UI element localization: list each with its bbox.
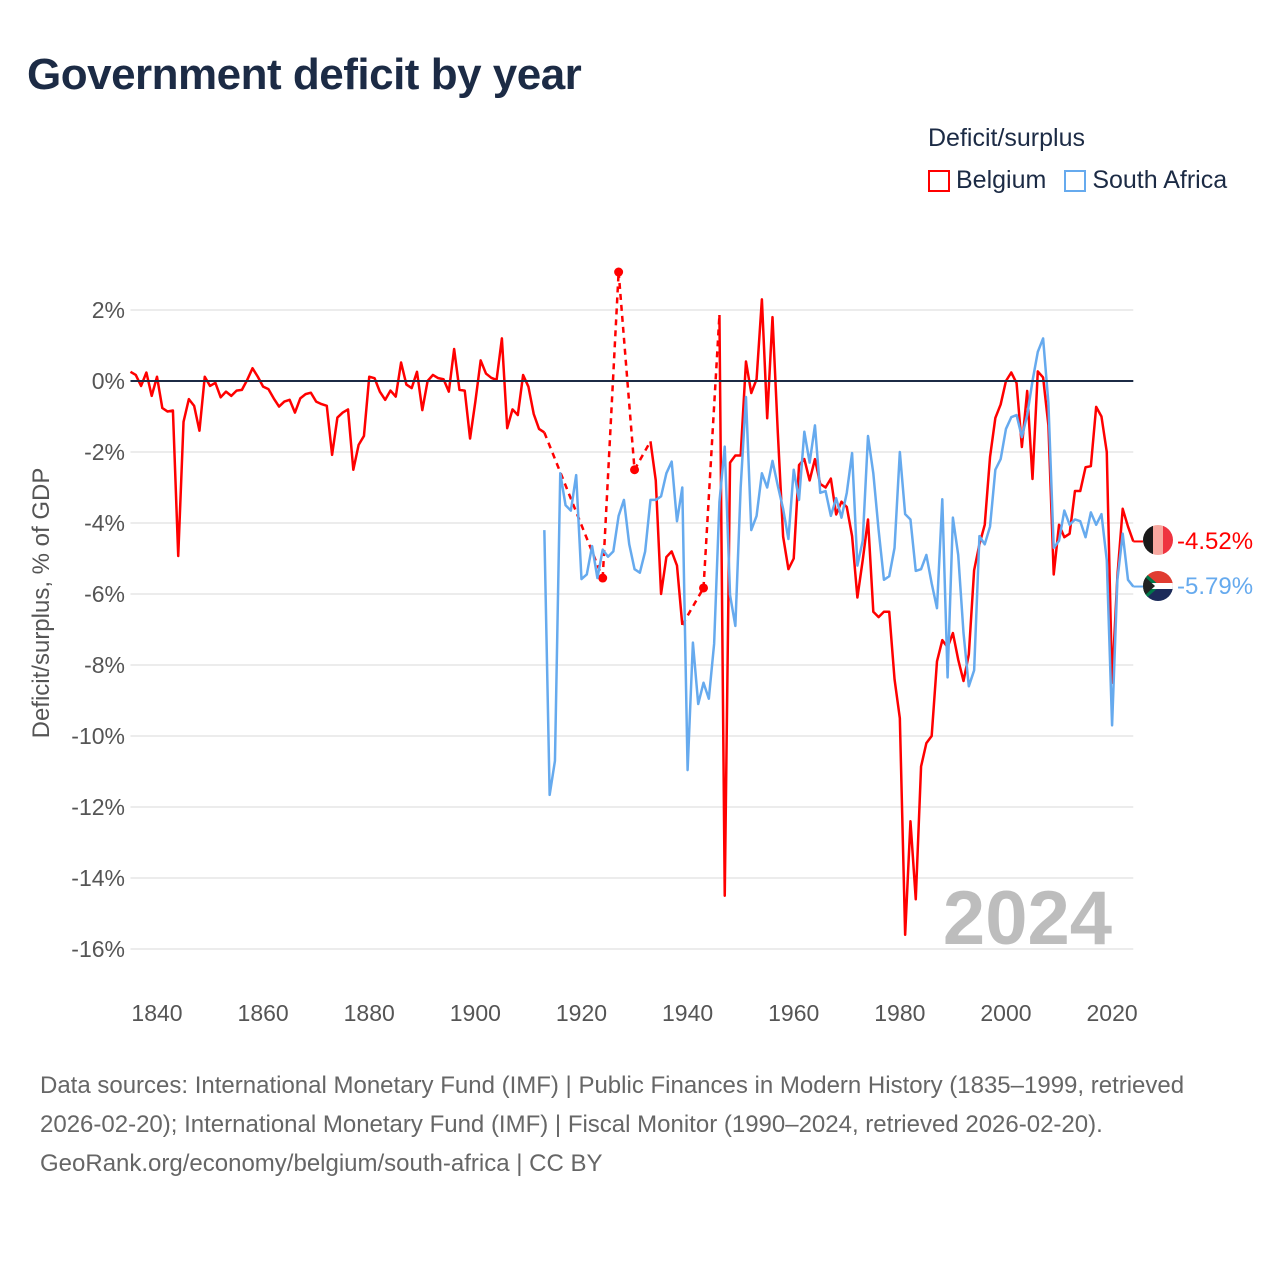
y-tick-label: -12%	[71, 794, 125, 820]
y-tick-label: 0%	[92, 368, 125, 394]
legend-swatch-belgium	[928, 169, 950, 192]
x-tick-label: 2000	[980, 1000, 1031, 1026]
y-tick-label: 2%	[92, 297, 125, 323]
x-tick-label: 1980	[874, 1000, 925, 1026]
belgium-gap-line	[681, 587, 705, 626]
y-tick-label: -2%	[84, 439, 125, 465]
page-title: Government deficit by year	[27, 50, 582, 99]
x-tick-label: 1920	[556, 1000, 607, 1026]
y-tick-label: -4%	[84, 510, 125, 536]
south-africa-flag-icon	[1143, 571, 1173, 601]
y-tick-label: -6%	[84, 581, 125, 607]
legend-item-belgium[interactable]: Belgium	[928, 166, 1046, 195]
y-tick-label: -10%	[71, 723, 125, 749]
y-tick-label: -8%	[84, 652, 125, 678]
data-sources: Data sources: International Monetary Fun…	[40, 1072, 1185, 1138]
belgium-line	[129, 298, 1135, 937]
belgium-flag-icon	[1143, 525, 1173, 555]
x-tick-label: 1940	[662, 1000, 713, 1026]
x-tick-label: 1960	[768, 1000, 819, 1026]
legend-title: Deficit/surplus	[928, 124, 1085, 152]
legend-label: South Africa	[1092, 166, 1228, 194]
belgium-gap-line	[702, 314, 721, 589]
x-tick-label: 2020	[1086, 1000, 1137, 1026]
y-tick-label: -14%	[71, 865, 125, 891]
belgium-gap-line	[633, 440, 652, 471]
x-tick-label: 1840	[131, 1000, 182, 1026]
credit-link[interactable]: GeoRank.org/economy/belgium/south-africa…	[40, 1150, 603, 1177]
belgium-end-label: -4.52%	[1177, 528, 1253, 555]
x-tick-label: 1880	[344, 1000, 395, 1026]
y-tick-label: -16%	[71, 936, 125, 962]
belgium-gap-line	[543, 432, 604, 579]
belgium-gap-line	[617, 271, 636, 470]
legend: Belgium South Africa	[928, 166, 1227, 195]
legend-label: Belgium	[956, 166, 1047, 194]
legend-swatch-south-africa	[1064, 169, 1087, 192]
south-africa-end-label: -5.79%	[1177, 573, 1253, 600]
year-watermark: 2024	[943, 876, 1112, 961]
south-africa-line	[543, 337, 1135, 797]
footer: Data sources: International Monetary Fun…	[40, 1066, 1240, 1183]
x-tick-label: 1860	[238, 1000, 289, 1026]
belgium-gap-line	[601, 271, 620, 579]
x-tick-label: 1900	[450, 1000, 501, 1026]
legend-item-south-africa[interactable]: South Africa	[1064, 166, 1227, 195]
